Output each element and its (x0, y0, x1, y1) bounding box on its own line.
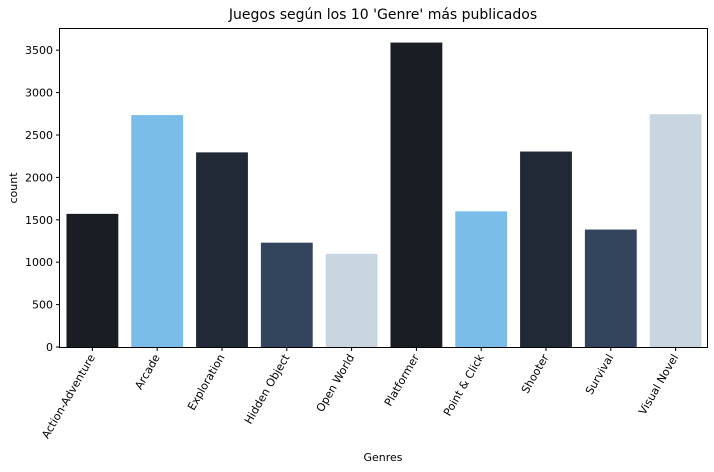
bar-8 (584, 229, 637, 347)
bar-2 (196, 152, 248, 347)
plot-frame (59, 28, 708, 348)
x-tick-label-7: Shooter (519, 352, 552, 396)
y-tick-label-2: 1000 (25, 256, 53, 269)
x-tick-label-1: Arcade (132, 352, 163, 392)
x-tick-label-0: Action-Adventure (39, 352, 98, 441)
y-tick-label-4: 2000 (25, 171, 53, 184)
x-tick-label-8: Survival (583, 352, 616, 397)
x-tick-label-3: Hidden Object (242, 351, 293, 426)
bar-4 (325, 253, 378, 347)
x-tick-label-4: Open World (314, 352, 357, 414)
chart-title: Juegos según los 10 'Genre' más publicad… (228, 7, 537, 23)
bar-0 (66, 213, 119, 347)
y-tick-label-1: 500 (32, 299, 53, 312)
y-tick-label-7: 3500 (25, 44, 53, 57)
y-tick-label-3: 1500 (25, 214, 53, 227)
y-tick-label-5: 2500 (25, 129, 53, 142)
y-axis: 0 500 1000 1500 2000 2500 3000 3500 (25, 44, 60, 354)
y-axis-label: count (7, 172, 20, 204)
bar-5 (390, 42, 443, 347)
x-tick-label-2: Exploration (185, 352, 228, 413)
bar-9 (649, 114, 702, 347)
y-tick-label-6: 3000 (25, 87, 53, 100)
x-axis: Action-Adventure Arcade Exploration Hidden … (39, 347, 681, 441)
x-axis-label: Genres (363, 451, 402, 464)
bar-6 (455, 211, 508, 347)
x-tick-label-6: Point & Click (441, 351, 487, 418)
bar-7 (520, 151, 572, 347)
x-tick-label-5: Platformer (382, 352, 422, 409)
bar-3 (260, 242, 313, 347)
y-tick-label-0: 0 (46, 341, 53, 354)
x-tick-label-9: Visual Novel (636, 352, 681, 417)
bar-1 (131, 115, 184, 347)
bars-group (66, 42, 702, 347)
